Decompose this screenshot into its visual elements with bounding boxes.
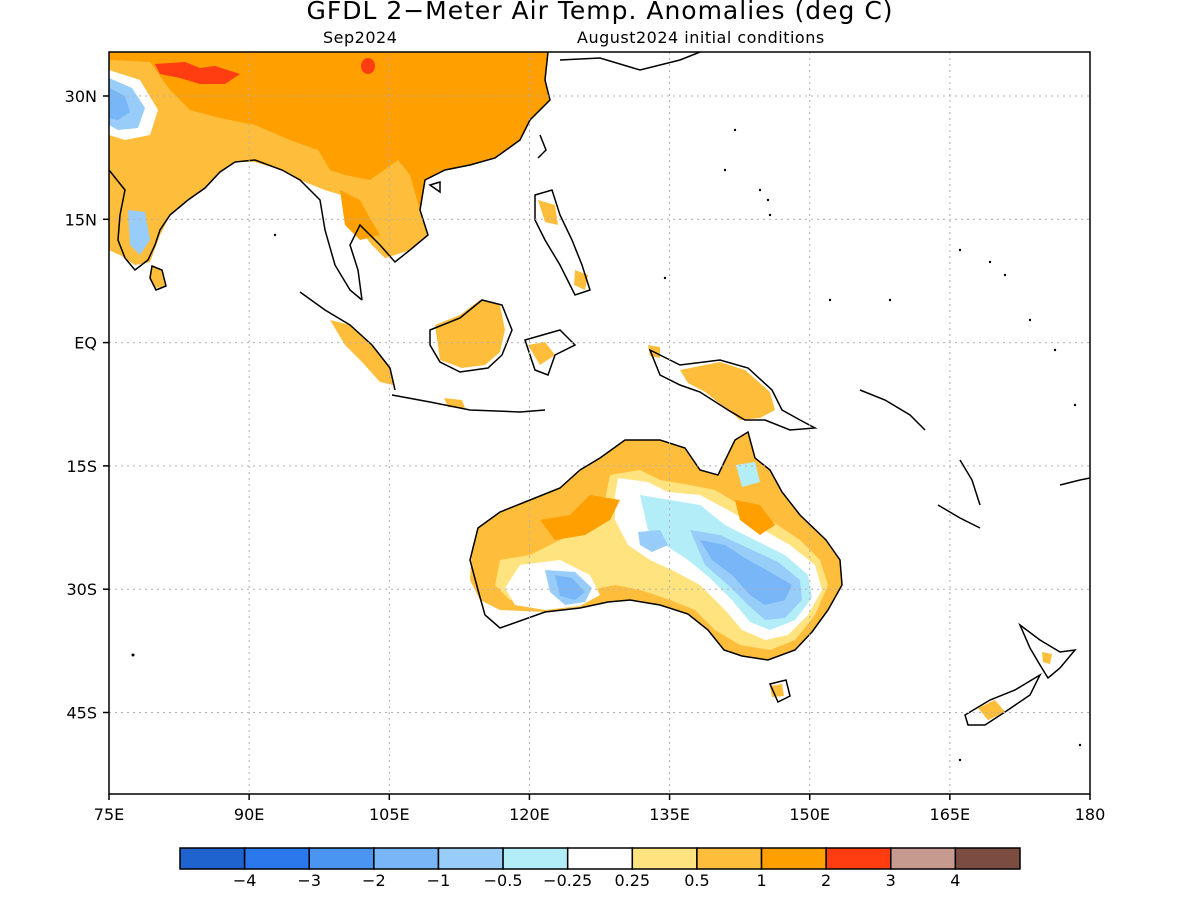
coast-java bbox=[391, 394, 546, 413]
colorbar-swatch bbox=[890, 847, 957, 870]
sulawesi-field bbox=[528, 342, 555, 365]
coast-new-caledonia bbox=[937, 504, 981, 529]
latitude-axis: 30N 15N EQ 15S 30S 45S bbox=[65, 87, 109, 723]
philippines-field bbox=[538, 200, 558, 225]
cool-patch-west-inner bbox=[109, 88, 130, 120]
australia-cool-southwest-core bbox=[555, 575, 585, 600]
colorbar-swatch bbox=[696, 847, 763, 870]
small-islands bbox=[131, 128, 1082, 762]
coast-taiwan bbox=[537, 134, 547, 159]
colorbar-swatch bbox=[179, 847, 246, 870]
colorbar-swatch bbox=[760, 847, 827, 870]
coast-australia bbox=[469, 430, 843, 661]
colorbar-label: 4 bbox=[950, 871, 960, 890]
longitude-axis: 75E 90E 105E 120E 135E 150E 165E 180 bbox=[94, 794, 1106, 824]
hotspot-northwest bbox=[155, 62, 240, 84]
colorbar-swatch bbox=[502, 847, 569, 870]
colorbar-label: 1 bbox=[756, 871, 766, 890]
indochina-warm-patch bbox=[340, 190, 380, 240]
coast-sri-lanka bbox=[149, 264, 167, 291]
colorbar-swatch bbox=[243, 847, 310, 870]
asia-moderate-field bbox=[109, 60, 428, 265]
coast-fiji bbox=[1059, 477, 1090, 486]
colorbar: −4 −3 −2 −1 −0.5 −0.25 0.25 0.5 1 2 3 4 bbox=[179, 847, 1021, 890]
colorbar-label: −1 bbox=[427, 871, 451, 890]
coast-philippines bbox=[534, 189, 591, 296]
colorbar-swatch bbox=[566, 847, 634, 870]
new-zealand-field bbox=[978, 700, 1005, 720]
colorbar-swatch bbox=[954, 847, 1021, 870]
colorbar-swatch bbox=[373, 847, 440, 870]
plot-frame bbox=[108, 51, 1091, 795]
coast-solomon bbox=[859, 389, 926, 431]
coast-new-zealand-south bbox=[964, 673, 1042, 726]
hotspot-north bbox=[361, 58, 375, 74]
coastlines bbox=[109, 52, 1090, 726]
lat-tick-label: 30S bbox=[66, 580, 97, 599]
lat-tick-label: 45S bbox=[66, 704, 97, 723]
coast-sulawesi bbox=[524, 329, 577, 376]
lon-tick-label: 75E bbox=[94, 805, 124, 824]
asia-anomaly-field bbox=[109, 52, 550, 265]
coast-sumatra bbox=[299, 291, 396, 391]
new-zealand-north-field bbox=[1042, 652, 1052, 664]
init-conditions-label: August2024 initial conditions bbox=[577, 28, 825, 47]
mindanao-field bbox=[574, 270, 588, 290]
coast-japan-korea bbox=[559, 52, 701, 71]
colorbar-swatch bbox=[437, 847, 504, 870]
tasmania-field bbox=[770, 684, 784, 697]
australia-warm-northeast bbox=[735, 500, 775, 535]
lon-tick-label: 105E bbox=[369, 805, 410, 824]
new-guinea-field bbox=[680, 362, 775, 420]
colorbar-swatch bbox=[631, 847, 698, 870]
coast-vanuatu bbox=[959, 459, 981, 506]
colorbar-label: 3 bbox=[886, 871, 896, 890]
lon-tick-label: 165E bbox=[930, 805, 971, 824]
lat-tick-label: 30N bbox=[65, 87, 97, 106]
coast-bay-of-bengal bbox=[234, 159, 363, 301]
coast-new-zealand-north bbox=[1018, 622, 1077, 680]
sumatra-field bbox=[330, 320, 393, 385]
coast-indochina bbox=[349, 52, 551, 301]
map-title: GFDL 2−Meter Air Temp. Anomalies (deg C) bbox=[306, 0, 894, 25]
valid-month-label: Sep2024 bbox=[323, 28, 398, 47]
lat-tick-label: 15S bbox=[66, 457, 97, 476]
lon-tick-label: 120E bbox=[509, 805, 550, 824]
colorbar-swatch bbox=[825, 847, 892, 870]
coast-hainan bbox=[428, 180, 441, 194]
lon-tick-label: 90E bbox=[234, 805, 264, 824]
colorbar-label: 0.25 bbox=[614, 871, 650, 890]
colorbar-label: −0.5 bbox=[484, 871, 523, 890]
lat-tick-label: EQ bbox=[74, 334, 97, 353]
cool-patch-india bbox=[128, 210, 150, 255]
australia-cool-central bbox=[638, 530, 668, 552]
colorbar-label: −4 bbox=[233, 871, 257, 890]
colorbar-label: 2 bbox=[821, 871, 831, 890]
australia-cool-northeast bbox=[736, 462, 760, 487]
borneo-field bbox=[435, 300, 505, 368]
lon-tick-label: 180 bbox=[1075, 805, 1106, 824]
lat-tick-label: 15N bbox=[65, 210, 97, 229]
graticule bbox=[109, 52, 1090, 794]
coast-south-asia bbox=[109, 161, 236, 272]
coast-tasmania bbox=[768, 679, 791, 704]
coast-new-guinea bbox=[648, 348, 818, 431]
map-layers bbox=[109, 52, 1090, 762]
colorbar-swatch bbox=[308, 847, 375, 870]
colorbar-label: −3 bbox=[297, 871, 321, 890]
colorbar-label: −2 bbox=[362, 871, 386, 890]
australia-warm-north bbox=[540, 495, 620, 540]
lon-tick-label: 150E bbox=[789, 805, 830, 824]
colorbar-label: −0.25 bbox=[543, 871, 592, 890]
coast-borneo bbox=[429, 299, 513, 373]
colorbar-label: 0.5 bbox=[684, 871, 709, 890]
lon-tick-label: 135E bbox=[649, 805, 690, 824]
